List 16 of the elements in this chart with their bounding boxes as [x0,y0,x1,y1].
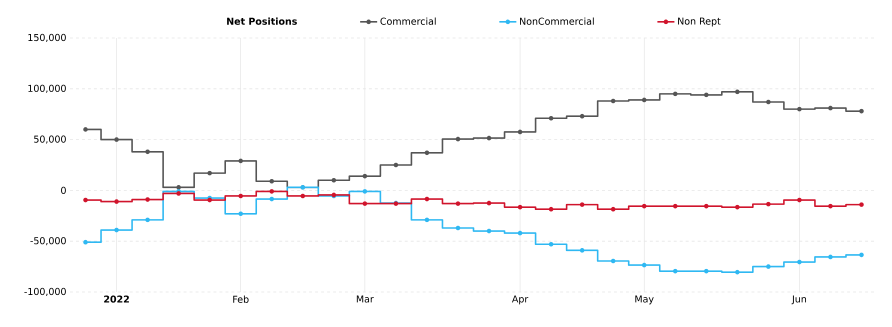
x-tick-label: Jun [792,296,806,304]
legend-title: Net Positions [227,18,297,25]
y-tick-label: 50,000 [34,136,66,144]
x-tick-label: Apr [512,296,528,304]
legend-label: Commercial [380,18,436,25]
y-tick-label: -100,000 [24,288,66,296]
y-tick-label: -50,000 [30,237,66,246]
x-tick-label: Feb [233,296,249,303]
legend-label: Non Rept [678,18,721,27]
y-tick-label: 100,000 [28,84,66,93]
x-tick-label: May [635,296,654,304]
y-tick-label: 150,000 [28,34,66,42]
x-tick-label: 2022 [104,296,129,303]
x-tick-label: Mar [356,296,374,303]
y-tick-label: 0 [61,186,66,194]
legend-label: NonCommercial [520,18,594,25]
